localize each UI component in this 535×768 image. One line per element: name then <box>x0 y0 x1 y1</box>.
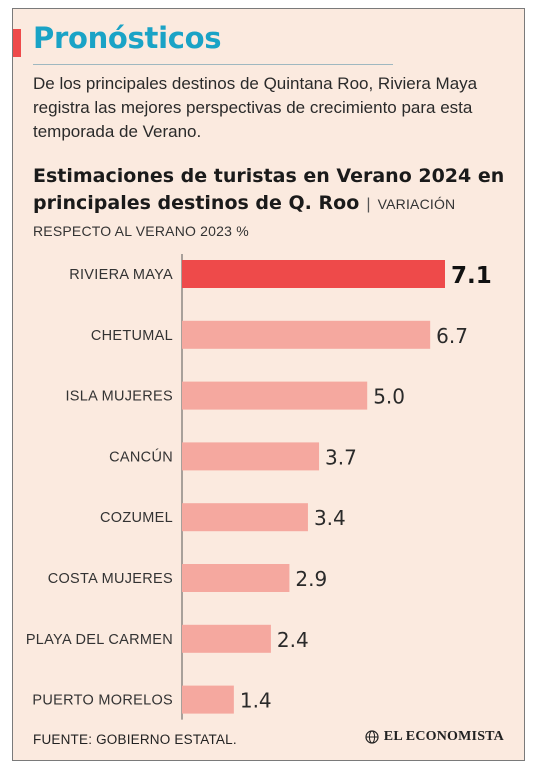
category-label: COSTA MUJERES <box>48 571 173 587</box>
value-label: 6.7 <box>436 324 468 348</box>
bar <box>182 381 368 410</box>
globe-icon <box>365 730 379 744</box>
infographic-card: Pronósticos De los principales destinos … <box>12 8 525 761</box>
value-label: 1.4 <box>240 689 272 713</box>
title-accent-bar <box>13 29 21 57</box>
value-label: 2.9 <box>295 567 327 591</box>
title-divider <box>33 64 393 65</box>
bar <box>182 685 234 714</box>
source-note: FUENTE: GOBIERNO ESTATAL. <box>33 732 237 747</box>
bar <box>182 320 431 349</box>
bar <box>182 503 308 532</box>
category-label: CANCÚN <box>109 448 173 465</box>
category-label: COZUMEL <box>100 510 173 526</box>
category-label: RIVIERA MAYA <box>69 267 173 283</box>
page-title: Pronósticos <box>33 21 222 55</box>
category-label: ISLA MUJERES <box>65 389 173 405</box>
brand-logo: EL ECONOMISTA <box>365 729 504 745</box>
value-label: 7.1 <box>451 263 492 289</box>
category-label: PLAYA DEL CARMEN <box>26 632 173 648</box>
bar <box>182 442 320 471</box>
value-label: 5.0 <box>373 385 405 409</box>
bar <box>182 564 290 592</box>
category-label: CHETUMAL <box>91 328 173 344</box>
chart-unit-note: VARIACIÓN RESPECTO AL VERANO 2023 % <box>33 196 456 239</box>
value-label: 2.4 <box>277 628 309 652</box>
value-label: 3.4 <box>314 506 346 530</box>
intro-text: De los principales destinos de Quintana … <box>33 74 478 141</box>
chart-subheading: Estimaciones de turistas en Verano 2024 … <box>33 163 513 244</box>
chart-title: Estimaciones de turistas en Verano 2024 … <box>33 165 505 214</box>
brand-name: EL ECONOMISTA <box>383 729 504 744</box>
value-label: 3.7 <box>325 445 357 469</box>
bar-chart: RIVIERA MAYA 7.1 CHETUMAL 6.7 ISLA MUJERES 5.… <box>26 254 492 720</box>
bar <box>182 260 445 288</box>
subheading-separator: | <box>366 196 371 213</box>
category-label: PUERTO MORELOS <box>32 693 173 709</box>
bar <box>182 624 271 653</box>
